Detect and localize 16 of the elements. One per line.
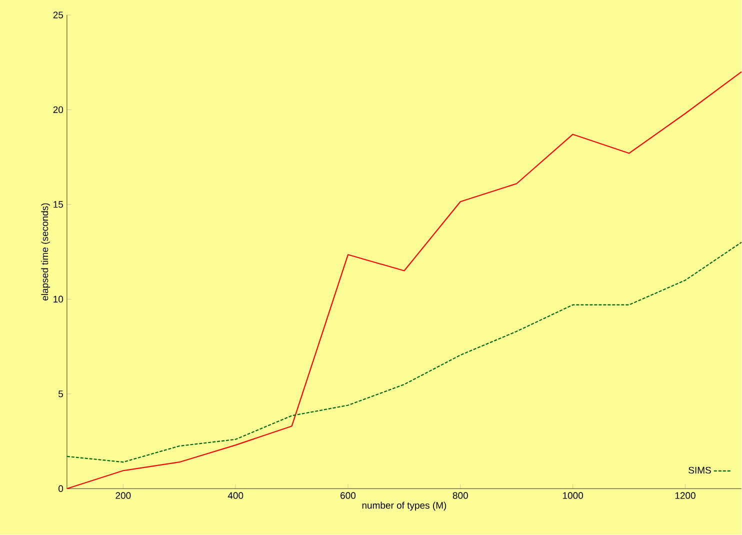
y-tick-label: 25 (53, 12, 64, 19)
legend-label: SIMS (688, 467, 711, 474)
x-tick-label: 1000 (562, 492, 584, 500)
x-tick-label: 1200 (675, 492, 696, 500)
y-tick-label: 5 (58, 390, 64, 398)
x-tick-label: 800 (452, 492, 468, 500)
y-tick-label: 15 (54, 201, 64, 208)
x-axis-title: number of types (M) (362, 502, 446, 511)
x-tick-label: 400 (228, 492, 244, 500)
x-tick-label: 600 (340, 492, 356, 500)
y-axis-title: elapsed time (seconds) (41, 204, 50, 301)
line-series (66, 242, 742, 463)
y-tick-label: 0 (58, 485, 64, 492)
x-tick-label: 200 (116, 492, 131, 500)
y-tick-label: 20 (53, 106, 64, 114)
y-tick-label: 10 (54, 296, 64, 303)
